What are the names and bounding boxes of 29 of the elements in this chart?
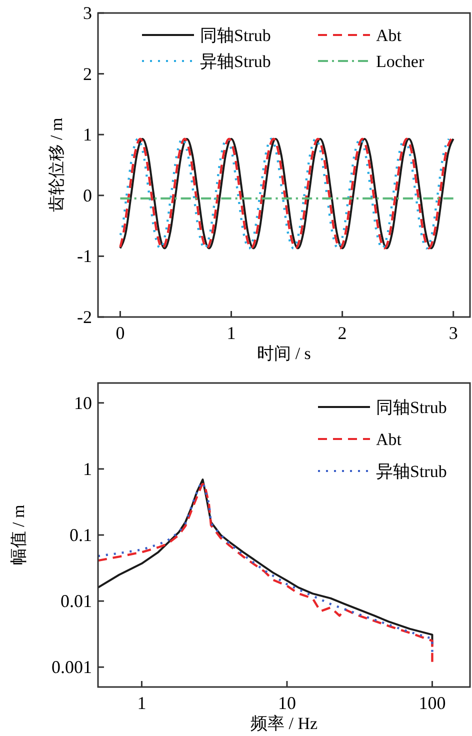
x-axis-title: 时间 / s xyxy=(257,344,311,363)
x-tick-label: 1 xyxy=(226,323,236,343)
y-tick-label: 1 xyxy=(83,124,92,145)
y-tick-label: 1 xyxy=(83,458,92,479)
x-tick-label: 10 xyxy=(278,693,296,713)
legend-label: Abt xyxy=(376,26,402,45)
legend-label: 同轴Strub xyxy=(200,26,271,45)
legend-label: Locher xyxy=(376,52,424,71)
x-tick-label: 0 xyxy=(116,323,125,343)
y-tick-label: -1 xyxy=(77,246,92,266)
legend-label: 同轴Strub xyxy=(376,398,447,417)
y-tick-label: 2 xyxy=(83,64,92,84)
y-tick-label: 0.01 xyxy=(60,591,92,612)
y-tick-label: 0.001 xyxy=(52,657,92,678)
x-axis-title: 频率 / Hz xyxy=(250,714,318,733)
y-axis-title: 齿轮位移 / m xyxy=(47,118,66,212)
y-tick-label: 0 xyxy=(83,185,92,206)
y-axis-title: 幅值 / m xyxy=(9,504,28,566)
x-tick-label: 2 xyxy=(338,323,347,343)
x-tick-label: 3 xyxy=(448,323,458,343)
legend-label: Abt xyxy=(376,430,402,449)
y-tick-label: 0.1 xyxy=(70,525,92,545)
x-tick-label: 1 xyxy=(137,693,146,713)
y-tick-label: 3 xyxy=(83,3,92,23)
y-tick-label: -2 xyxy=(77,307,92,327)
y-tick-label: 10 xyxy=(74,392,92,413)
x-tick-label: 100 xyxy=(418,693,446,713)
legend-label: 异轴Strub xyxy=(200,52,271,71)
legend-label: 异轴Strub xyxy=(376,462,447,481)
